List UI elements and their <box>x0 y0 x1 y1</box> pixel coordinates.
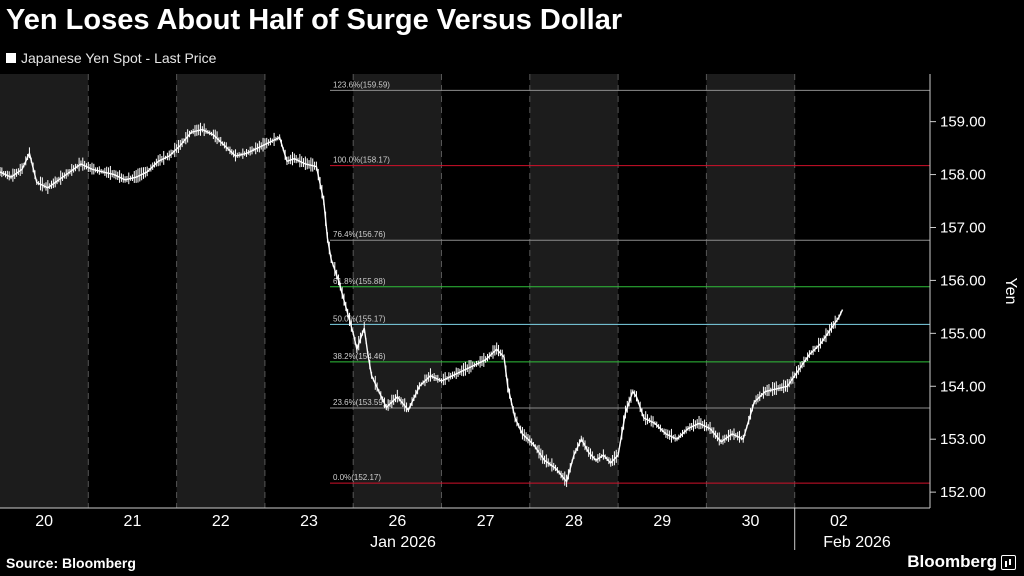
bloomberg-icon <box>1001 554 1016 570</box>
brand-logo: Bloomberg <box>907 552 1016 572</box>
x-tick-label: 30 <box>742 513 760 530</box>
x-tick-label: 21 <box>124 513 142 530</box>
fib-level-label: 100.0%(158.17) <box>333 156 390 165</box>
x-month-label: Jan 2026 <box>370 534 436 551</box>
x-tick-label: 23 <box>300 513 318 530</box>
y-tick-label: 153.00 <box>940 431 986 448</box>
x-tick-label: 27 <box>477 513 495 530</box>
day-band <box>353 74 442 508</box>
day-band <box>0 74 89 508</box>
brand-name: Bloomberg <box>907 552 997 571</box>
fib-level-label: 61.8%(155.88) <box>333 277 386 286</box>
day-band <box>176 74 265 508</box>
fib-level-label: 50.0%(155.17) <box>333 314 386 323</box>
fib-level-label: 123.6%(159.59) <box>333 80 390 89</box>
price-series <box>0 122 844 488</box>
x-month-label: Feb 2026 <box>823 534 891 551</box>
y-tick-label: 154.00 <box>940 378 986 395</box>
y-tick-label: 158.00 <box>940 167 986 184</box>
legend-swatch-icon <box>6 53 16 63</box>
day-shading <box>0 74 795 508</box>
chart-title: Yen Loses About Half of Surge Versus Dol… <box>6 4 623 36</box>
x-tick-label: 20 <box>35 513 53 530</box>
day-band <box>529 74 619 508</box>
axes: 159.00 158.00 157.00 156.00 155.00 154.00 153.… <box>0 74 1019 551</box>
day-band <box>706 74 795 508</box>
fib-level-label: 0.0%(152.17) <box>333 473 381 482</box>
fibonacci-levels: 123.6%(159.59) 100.0%(158.17) 76.4%(156.76… <box>330 80 930 484</box>
x-tick-label: 28 <box>565 513 583 530</box>
x-tick-label: 29 <box>653 513 671 530</box>
x-tick-label: 22 <box>212 513 230 530</box>
x-tick-label: 26 <box>388 513 406 530</box>
y-tick-label: 155.00 <box>940 325 986 342</box>
y-tick-label: 159.00 <box>940 114 986 131</box>
x-tick-label: 02 <box>830 513 848 530</box>
y-tick-label: 157.00 <box>940 219 986 236</box>
source-note: Source: Bloomberg <box>6 555 136 571</box>
price-line <box>0 128 844 484</box>
fib-level-label: 23.6%(153.59) <box>333 398 386 407</box>
y-tick-label: 156.00 <box>940 272 986 289</box>
fib-level-label: 38.2%(154.46) <box>333 352 386 361</box>
legend-label: Japanese Yen Spot - Last Price <box>21 50 217 66</box>
legend: Japanese Yen Spot - Last Price <box>6 50 216 66</box>
y-tick-label: 152.00 <box>940 484 986 501</box>
y-axis-label: Yen <box>1002 278 1019 305</box>
fib-level-label: 76.4%(156.76) <box>333 230 386 239</box>
